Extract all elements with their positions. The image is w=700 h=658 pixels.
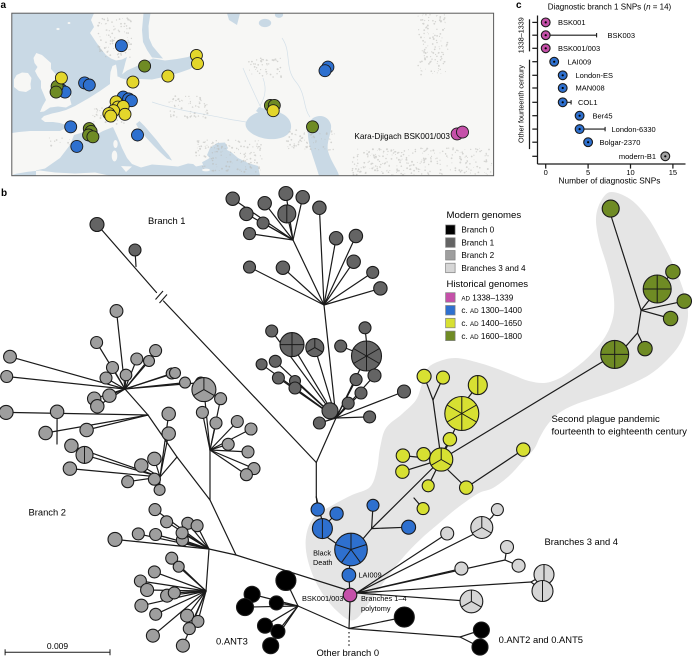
svg-text:Black: Black [313,549,331,558]
svg-text:modern-B1: modern-B1 [619,152,656,161]
svg-text:0.ANT3: 0.ANT3 [216,636,248,647]
svg-text:Branch 2: Branch 2 [461,251,494,260]
svg-text:b: b [1,188,7,199]
svg-text:Branches 1–4: Branches 1–4 [361,594,407,603]
svg-text:0.ANT2 and 0.ANT5: 0.ANT2 and 0.ANT5 [499,634,583,645]
svg-text:London-ES: London-ES [576,71,614,80]
svg-text:Branches 3 and 4: Branches 3 and 4 [461,264,526,273]
svg-text:10: 10 [626,168,634,177]
svg-text:fourteenth to eighteenth centu: fourteenth to eighteenth century [552,427,688,438]
svg-text:Second plague pandemic: Second plague pandemic [552,414,660,425]
svg-text:BSK001: BSK001 [558,18,586,27]
svg-text:Bolgar-2370: Bolgar-2370 [600,138,641,147]
svg-text:Historical genomes: Historical genomes [447,279,529,290]
svg-text:15: 15 [669,168,677,177]
svg-text:Ber45: Ber45 [593,111,613,120]
svg-text:Branches 3 and 4: Branches 3 and 4 [545,536,619,547]
svg-text:a: a [1,0,7,11]
svg-text:Number of diagnostic SNPs: Number of diagnostic SNPs [559,176,661,186]
svg-text:AD 1338–1339: AD 1338–1339 [461,293,513,302]
svg-text:Other branch 0: Other branch 0 [317,647,380,658]
svg-text:Modern genomes: Modern genomes [447,210,522,221]
svg-text:BSK001/003: BSK001/003 [302,594,344,603]
svg-text:c. AD 1600–1800: c. AD 1600–1800 [461,332,522,341]
svg-text:1338–1339: 1338–1339 [517,17,526,53]
svg-text:Branch 0: Branch 0 [461,226,494,235]
svg-text:Death: Death [313,558,332,567]
svg-text:0.009: 0.009 [47,641,69,651]
svg-text:c. AD 1300–1400: c. AD 1300–1400 [461,306,522,315]
svg-text:c: c [516,0,522,11]
svg-text:0: 0 [544,168,548,177]
svg-text:COL1: COL1 [578,98,598,107]
svg-text:BSK003: BSK003 [608,31,636,40]
svg-text:BSK001/003: BSK001/003 [558,44,600,53]
svg-text:Kara-Djigach BSK001/003: Kara-Djigach BSK001/003 [354,132,450,141]
svg-text:Branch 1: Branch 1 [461,239,494,248]
svg-text:c. AD 1400–1650: c. AD 1400–1650 [461,319,522,328]
svg-text:LAI009: LAI009 [359,571,382,580]
svg-text:London-6330: London-6330 [612,125,656,134]
svg-text:Branch 1: Branch 1 [148,215,186,226]
svg-text:Diagnostic branch 1 SNPs (n =: Diagnostic branch 1 SNPs (n = 14) [548,3,672,12]
svg-text:Branch 2: Branch 2 [29,507,67,518]
svg-text:Other fourteenth century: Other fourteenth century [517,65,526,143]
svg-text:5: 5 [586,168,590,177]
svg-text:MAN008: MAN008 [576,84,605,93]
svg-text:polytomy: polytomy [361,604,391,613]
svg-text:LAI009: LAI009 [568,57,592,66]
